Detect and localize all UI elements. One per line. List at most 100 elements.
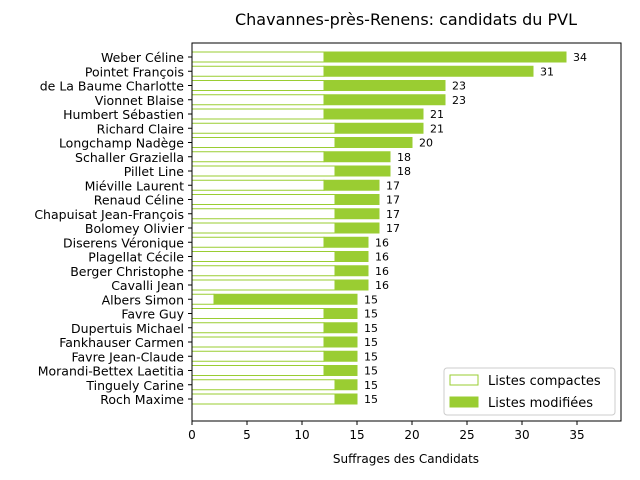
y-tick-label: Dupertuis Michael bbox=[71, 321, 184, 336]
x-axis-label: Suffrages des Candidats bbox=[333, 452, 479, 466]
y-tick-label: Berger Christophe bbox=[70, 264, 184, 279]
value-label: 15 bbox=[364, 350, 378, 363]
bar-modifiees bbox=[323, 308, 358, 319]
value-label: 15 bbox=[364, 393, 378, 406]
bar-modifiees bbox=[334, 393, 358, 405]
legend-box bbox=[443, 367, 616, 416]
bar-compactes bbox=[191, 151, 325, 163]
value-label: 15 bbox=[364, 379, 378, 392]
y-tick-label: de La Baume Charlotte bbox=[40, 79, 185, 94]
y-tick-label: Pillet Line bbox=[124, 164, 185, 179]
value-label: 31 bbox=[540, 65, 554, 78]
legend-label-modifiees: Listes modifiées bbox=[488, 396, 593, 411]
value-label: 16 bbox=[375, 236, 389, 249]
value-label: 17 bbox=[386, 194, 400, 207]
value-label: 21 bbox=[430, 108, 444, 121]
y-tick-label: Tinguely Carine bbox=[85, 378, 184, 393]
bar-modifiees bbox=[323, 322, 358, 334]
bar-modifiees bbox=[323, 350, 358, 362]
value-label: 18 bbox=[397, 151, 411, 164]
bar-compactes bbox=[191, 80, 325, 91]
value-label: 15 bbox=[364, 365, 378, 378]
x-tick-label: 30 bbox=[514, 428, 529, 442]
bar-compactes bbox=[191, 208, 336, 220]
value-label: 23 bbox=[452, 80, 466, 93]
bar-modifiees bbox=[323, 151, 391, 163]
value-label: 16 bbox=[375, 251, 389, 264]
y-tick-label: Vionnet Blaise bbox=[95, 93, 185, 108]
bar-modifiees bbox=[323, 94, 446, 106]
y-tick-label: Renaud Céline bbox=[94, 193, 185, 208]
value-label: 17 bbox=[386, 179, 400, 192]
value-label: 18 bbox=[397, 165, 411, 178]
bar-compactes bbox=[191, 179, 325, 191]
bar-compactes bbox=[191, 137, 336, 148]
y-tick-label: Schaller Graziella bbox=[75, 150, 184, 165]
y-tick-label: Longchamp Nadège bbox=[59, 136, 184, 151]
bar-modifiees bbox=[334, 265, 369, 277]
bar-compactes bbox=[191, 251, 336, 262]
bar-compactes bbox=[191, 108, 325, 120]
value-label: 15 bbox=[364, 322, 378, 335]
y-tick-label: Favre Guy bbox=[121, 307, 184, 322]
y-tick-label: Miéville Laurent bbox=[85, 178, 184, 193]
x-tick-label: 25 bbox=[459, 428, 474, 442]
x-tick-label: 10 bbox=[294, 428, 309, 442]
value-label-group: 3431232321212018181717171716161616151515… bbox=[364, 51, 587, 406]
y-tick-label: Bolomey Olivier bbox=[85, 221, 185, 236]
bar-compactes bbox=[191, 194, 336, 205]
bar-compactes bbox=[191, 350, 325, 362]
y-tick-label: Fankhauser Carmen bbox=[59, 335, 184, 350]
x-tick-label: 20 bbox=[404, 428, 419, 442]
bar-modifiees bbox=[213, 293, 358, 305]
y-tick-label: Cavalli Jean bbox=[111, 278, 184, 293]
bar-modifiees bbox=[334, 251, 369, 262]
y-tick-label: Morandi-Bettex Laetitia bbox=[38, 364, 184, 379]
bar-compactes bbox=[191, 122, 336, 134]
bar-modifiees bbox=[323, 65, 534, 77]
bar-modifiees bbox=[334, 165, 391, 177]
x-tick-label: 35 bbox=[569, 428, 584, 442]
value-label: 15 bbox=[364, 308, 378, 321]
plot-frame bbox=[191, 42, 622, 422]
legend-label-compactes: Listes compactes bbox=[488, 374, 601, 389]
bar-compactes bbox=[191, 293, 215, 305]
value-label: 16 bbox=[375, 265, 389, 278]
value-label: 15 bbox=[364, 293, 378, 306]
bar-modifiees bbox=[323, 80, 446, 91]
bar-modifiees bbox=[323, 365, 358, 376]
bar-compactes bbox=[191, 265, 336, 277]
y-tick-label: Weber Céline bbox=[101, 50, 184, 65]
value-label: 21 bbox=[430, 122, 444, 135]
y-tick-label: Richard Claire bbox=[97, 121, 185, 136]
y-tick-label: Favre Jean-Claude bbox=[71, 349, 184, 364]
bar-compactes bbox=[191, 322, 325, 334]
bar-modifiees bbox=[334, 122, 424, 134]
bar-compactes bbox=[191, 236, 325, 248]
value-label: 34 bbox=[573, 51, 587, 64]
bar-compactes bbox=[191, 222, 336, 234]
bar-compactes bbox=[191, 65, 325, 77]
y-tick-label: Humbert Sébastien bbox=[63, 107, 184, 122]
y-tick-label: Plagellat Cécile bbox=[88, 250, 184, 265]
value-label: 17 bbox=[386, 208, 400, 221]
bar-modifiees bbox=[323, 108, 424, 120]
bar-compactes bbox=[191, 393, 336, 405]
legend-swatch-compactes bbox=[449, 374, 479, 386]
legend: Listes compactes Listes modifiées bbox=[443, 367, 616, 416]
value-label: 15 bbox=[364, 336, 378, 349]
bar-modifiees bbox=[334, 208, 380, 220]
y-tick-label: Albers Simon bbox=[102, 292, 184, 307]
bar-modifiees bbox=[334, 279, 369, 291]
value-label: 16 bbox=[375, 279, 389, 292]
chart-title: Chavannes-près-Renens: candidats du PVL bbox=[235, 10, 577, 29]
bar-modifiees bbox=[334, 194, 380, 205]
y-tick-label: Chapuisat Jean-François bbox=[34, 207, 184, 222]
x-tick-label: 0 bbox=[188, 428, 196, 442]
bar-compactes bbox=[191, 336, 325, 348]
bar-group bbox=[191, 51, 567, 405]
bar-compactes bbox=[191, 165, 336, 177]
bar-compactes bbox=[191, 94, 325, 106]
